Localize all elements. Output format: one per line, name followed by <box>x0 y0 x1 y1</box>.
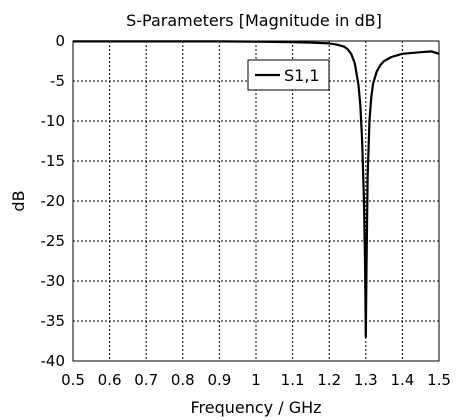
y-tick-label: -5 <box>50 72 65 90</box>
chart-title: S-Parameters [Magnitude in dB] <box>126 11 382 30</box>
y-tick-label: -20 <box>41 192 66 210</box>
x-tick-label: 1 <box>251 371 261 389</box>
y-tick-label: -25 <box>41 232 66 250</box>
x-tick-label: 1.5 <box>427 371 451 389</box>
y-tick-label: -35 <box>41 312 66 330</box>
x-tick-label: 1.1 <box>281 371 305 389</box>
legend: S1,1 <box>247 59 330 91</box>
y-tick-label: -30 <box>41 272 66 290</box>
x-tick-label: 1.3 <box>354 371 378 389</box>
x-tick-label: 0.9 <box>207 371 231 389</box>
y-tick-label: -10 <box>41 112 66 130</box>
y-axis-title: dB <box>9 190 28 211</box>
y-tick-labels: 0 -5 -10 -15 -20 -25 -30 -35 -40 <box>41 32 66 370</box>
x-tick-labels: 0.5 0.6 0.7 0.8 0.9 1 1.1 1.2 1.3 1.4 1.5 <box>61 371 451 389</box>
y-tick-label: 0 <box>55 32 65 50</box>
y-tick-label: -15 <box>41 152 66 170</box>
y-tick-label: -40 <box>41 352 66 370</box>
series-line-s11 <box>73 40 440 339</box>
x-axis-title: Frequency / GHz <box>190 398 321 417</box>
x-tick-label: 1.2 <box>317 371 341 389</box>
x-tick-label: 0.6 <box>98 371 122 389</box>
grid-lines <box>73 41 439 361</box>
x-tick-label: 0.8 <box>171 371 195 389</box>
x-tick-label: 0.7 <box>134 371 158 389</box>
x-tick-label: 0.5 <box>61 371 85 389</box>
x-tick-label: 1.4 <box>390 371 414 389</box>
legend-label-s11: S1,1 <box>284 66 320 85</box>
